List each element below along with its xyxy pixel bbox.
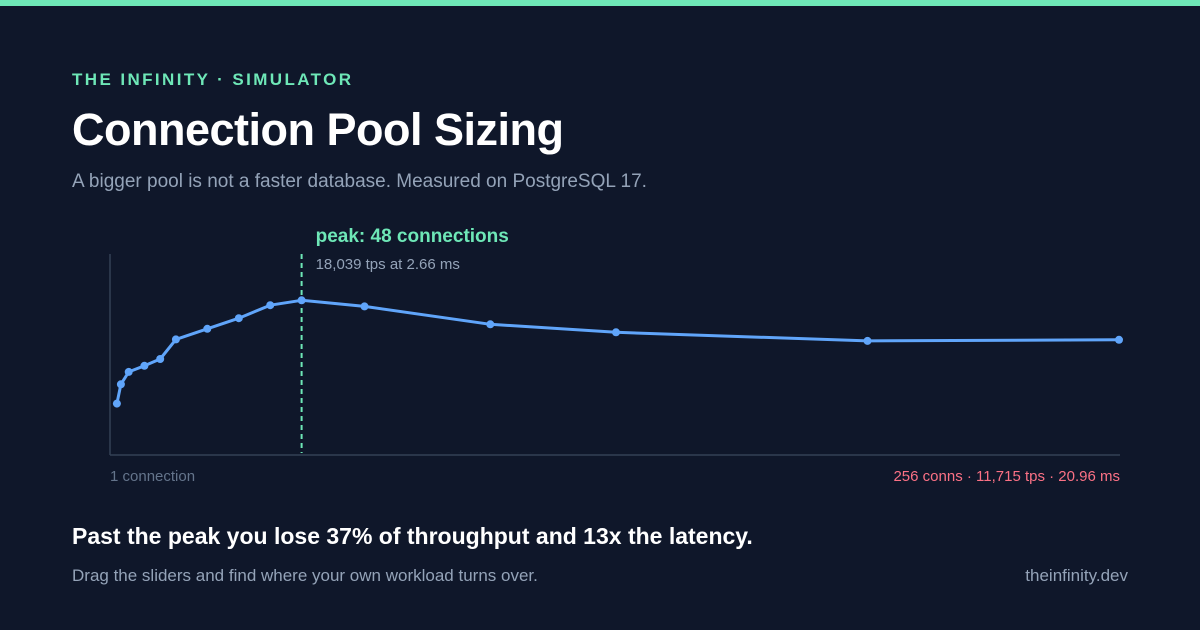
data-points	[112, 296, 1123, 408]
data-point-96	[486, 320, 495, 329]
throughput-chart: peak: 48 connections 18,039 tps at 2.66 …	[109, 226, 1123, 485]
data-point-1	[112, 399, 121, 408]
x-start-label: 1 connection	[110, 468, 195, 485]
eyebrow: THE INFINITY · SIMULATOR	[72, 70, 354, 89]
data-point-24	[203, 324, 212, 333]
summary-headline: Past the peak you lose 37% of throughput…	[72, 523, 753, 549]
page-title: Connection Pool Sizing	[72, 104, 564, 155]
peak-detail: 18,039 tps at 2.66 ms	[316, 256, 460, 273]
data-point-64	[360, 302, 369, 311]
site-link[interactable]: theinfinity.dev	[1025, 566, 1128, 585]
data-point-256	[1115, 335, 1123, 344]
data-point-8	[140, 361, 149, 370]
x-end-label: 256 conns · 11,715 tps · 20.96 ms	[893, 468, 1120, 485]
page-subtitle: A bigger pool is not a faster database. …	[72, 171, 647, 192]
data-point-48	[297, 296, 306, 305]
data-point-4	[124, 367, 133, 376]
data-point-40	[266, 301, 275, 310]
footnote: Drag the sliders and find where your own…	[72, 566, 538, 585]
peak-label: peak: 48 connections	[316, 226, 509, 247]
data-point-2	[116, 380, 125, 389]
data-point-12	[156, 355, 165, 363]
data-point-192	[863, 336, 872, 345]
top-accent-bar	[0, 0, 1200, 6]
data-point-16	[171, 335, 180, 344]
series-line-tps	[115, 298, 1121, 406]
data-point-128	[612, 328, 620, 337]
data-point-32	[234, 314, 243, 323]
